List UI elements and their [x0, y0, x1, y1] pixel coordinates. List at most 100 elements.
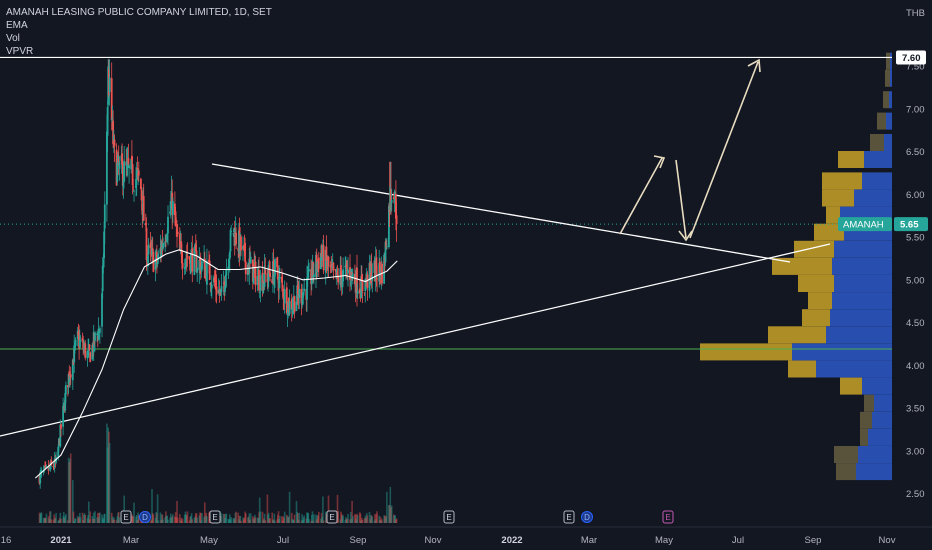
- candle-body: [43, 466, 46, 470]
- volume-bar: [254, 514, 256, 523]
- volume-bar: [107, 427, 109, 523]
- volume-bar: [104, 513, 106, 523]
- candle-body: [52, 465, 55, 468]
- level-price-text: 7.60: [902, 53, 921, 64]
- time-axis: 16 2021 Mar May Jul Sep Nov 2022 Mar May Jul Sep Nov: [0, 526, 932, 546]
- indicator-vpvr[interactable]: VPVR: [6, 46, 34, 57]
- candle-body: [131, 155, 133, 161]
- volume-bar: [165, 511, 167, 523]
- candle-body: [340, 265, 342, 277]
- candle-body: [302, 292, 305, 296]
- candle-body: [347, 269, 349, 274]
- candle-body: [172, 201, 174, 215]
- volume-bar: [68, 462, 71, 523]
- volume-bar: [370, 515, 373, 523]
- indicator-ema[interactable]: EMA: [6, 20, 28, 31]
- volume-bar: [93, 519, 96, 523]
- candle-body: [178, 233, 181, 251]
- volume-bar: [238, 515, 241, 523]
- volume-bar: [222, 514, 225, 523]
- indicator-vol[interactable]: Vol: [6, 33, 20, 44]
- volume-bar: [220, 516, 222, 523]
- candle-body: [130, 159, 133, 170]
- volume-bar: [257, 518, 260, 523]
- vpvr-down-bar: [802, 309, 830, 327]
- volume-bar: [160, 514, 163, 523]
- volume-bar: [315, 519, 318, 523]
- event-label: E: [123, 513, 128, 522]
- volume-bar: [203, 517, 205, 523]
- volume-bar: [263, 513, 266, 523]
- volume-bar: [98, 512, 100, 523]
- volume-bar: [229, 514, 231, 523]
- symbol-text: AMANAH: [843, 220, 884, 231]
- volume-bar: [195, 513, 197, 523]
- volume-bar: [179, 520, 182, 523]
- volume-bar: [92, 518, 94, 523]
- price-tick: 5.00: [906, 275, 925, 286]
- candle-body: [358, 288, 361, 294]
- volume-bar: [72, 511, 75, 523]
- candle-body: [185, 258, 187, 261]
- volume-bar: [355, 519, 358, 523]
- candle-body: [349, 281, 352, 283]
- candle-body: [81, 337, 84, 341]
- volume-bar: [340, 511, 342, 523]
- volume-bar: [263, 518, 265, 523]
- volume-bar: [252, 516, 254, 523]
- candle-body: [180, 241, 183, 248]
- volume-bar: [370, 515, 372, 523]
- symbol-title[interactable]: AMANAH LEASING PUBLIC COMPANY LIMITED, 1…: [6, 7, 272, 18]
- volume-bar: [244, 511, 246, 523]
- candle-body: [123, 160, 126, 182]
- volume-bar: [166, 515, 169, 523]
- volume-bar: [393, 514, 395, 523]
- candle-body: [122, 179, 125, 189]
- volume-bar: [186, 515, 188, 523]
- volume-bar: [179, 514, 181, 523]
- volume-bar: [313, 514, 315, 523]
- volume-bar: [113, 517, 115, 523]
- volume-bar: [135, 516, 137, 523]
- volume-bar: [101, 514, 103, 523]
- volume-bar: [230, 517, 232, 523]
- volume-bar: [346, 518, 349, 523]
- volume-bar: [170, 517, 173, 523]
- volume-bar: [40, 512, 42, 523]
- candle-body: [229, 230, 232, 252]
- volume-bar: [288, 491, 291, 523]
- volume-bar: [60, 518, 62, 523]
- candle-body: [384, 241, 387, 263]
- volume-bar: [84, 515, 87, 523]
- volume-bar: [288, 516, 290, 523]
- volume-bar: [306, 512, 309, 523]
- candle-body: [298, 289, 301, 299]
- time-tick: Jul: [277, 535, 289, 546]
- candle-body: [360, 275, 363, 282]
- volume-bar: [322, 496, 324, 523]
- candle-body: [131, 164, 134, 185]
- volume-bar: [256, 517, 259, 523]
- volume-bar: [111, 516, 114, 523]
- volume-bar: [286, 516, 289, 523]
- vpvr-up-bar: [872, 411, 892, 429]
- candle-body: [71, 359, 74, 381]
- candle-body: [208, 260, 211, 280]
- volume-bar: [378, 515, 380, 523]
- volume-bar: [138, 515, 140, 523]
- volume-bar: [189, 516, 191, 523]
- candle-body: [136, 168, 139, 171]
- volume-bar: [81, 512, 84, 523]
- vpvr-histogram: [700, 52, 892, 481]
- volume-bar: [386, 491, 388, 523]
- volume-bar: [350, 518, 353, 523]
- volume-bar: [354, 514, 356, 523]
- candle-body: [126, 162, 128, 170]
- volume-bar: [368, 511, 371, 523]
- candle-body: [278, 277, 281, 289]
- volume-bar: [345, 519, 348, 523]
- volume-bar: [379, 516, 382, 523]
- volume-bar: [281, 520, 284, 523]
- volume-bar: [235, 511, 237, 523]
